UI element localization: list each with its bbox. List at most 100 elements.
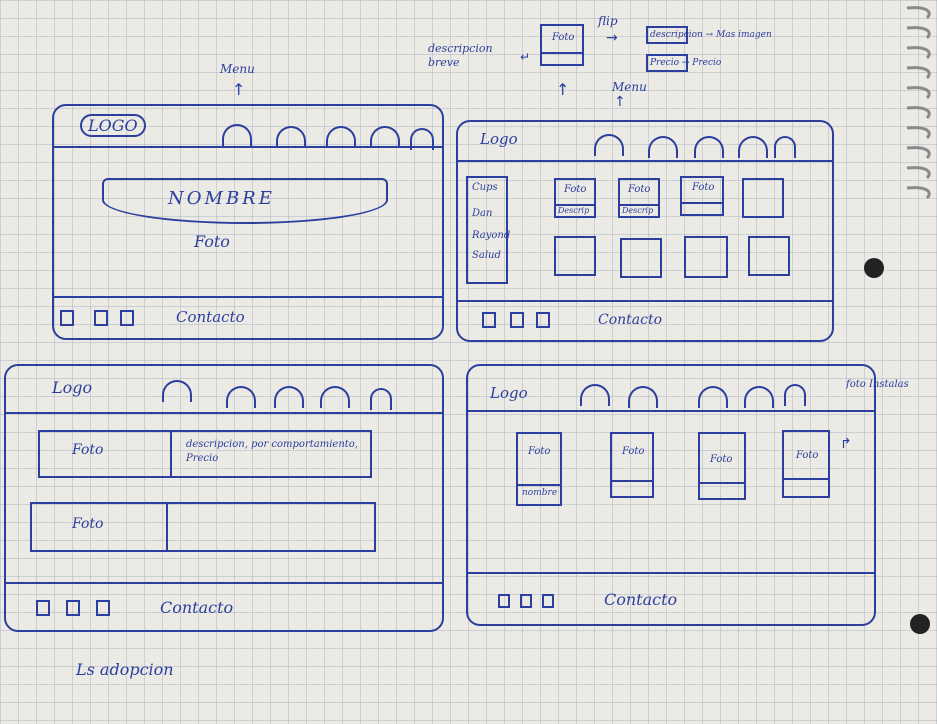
social-icon [120,310,134,326]
up-arrow-icon: ↑ [556,80,570,99]
card-foto: Foto [796,450,819,461]
panel-3-contacto: Contacto [160,598,234,617]
row-foto: Foto [72,516,104,532]
up-arrow-icon: ↑ [232,80,246,99]
product-card: Foto Descrip [554,178,596,218]
nombre-banner [102,178,388,224]
nav-arch-icon [326,126,356,148]
gallery-card: Foto [698,432,746,500]
sidebar-item: Dan [472,208,493,219]
nav-arch-icon [162,380,192,402]
product-card: Foto Descrip [618,178,660,218]
sidebar-item: Rayond [472,230,511,241]
panel-2-catalog: Logo Cups Dan Rayond Salud Foto Descrip … [456,120,834,342]
panel-4-logo: Logo [490,384,528,402]
social-icon [60,310,74,326]
bottom-note: Ls adopcion [76,660,174,679]
sidebar-item: Cups [472,182,498,193]
menu-annotation: Menu [220,62,255,76]
panel-2-logo: Logo [480,130,518,148]
social-icon [36,600,50,616]
category-sidebar: Cups Dan Rayond Salud [466,176,511,284]
card-foto: Foto [622,446,645,457]
card-foto: Foto [628,184,651,195]
right-arrow-icon: → [606,30,618,46]
list-row: Foto descripcion, por comportamiento, Pr… [38,430,372,478]
menu2-annotation: Menu [612,80,647,94]
nav-arch-icon [738,136,768,158]
gallery-card: Foto [610,432,654,498]
nav-arch-icon [774,136,796,158]
card-foto: Foto [710,454,733,465]
product-card [742,178,784,218]
corner-arrow-icon: ↱ [840,436,852,452]
nav-arch-icon [784,384,806,406]
nav-arch-icon [276,126,306,148]
panel-1-home: LOGO NOMBRE Foto Contacto [52,104,444,340]
social-icon [498,594,510,608]
social-icon [536,312,550,328]
nav-arch-icon [226,386,256,408]
spiral-rings [906,6,931,200]
gallery-card: Foto nombre [516,432,562,506]
sidebar-item: Salud [472,250,501,261]
flip-card-foto: Foto [552,32,575,43]
descripcion-annotation: descripcion breve [428,42,493,69]
nav-arch-icon [744,386,774,408]
social-icon [542,594,554,608]
product-card [620,238,662,278]
card-desc: Descrip [622,206,654,215]
flip-card-sketch: Foto [540,24,584,66]
nav-arch-icon [320,386,350,408]
social-icon [482,312,496,328]
flip-annotation: flip [598,14,618,28]
social-icon [510,312,524,328]
panel-2-contacto: Contacto [598,312,663,328]
panel-4-gallery: Logo Foto nombre Foto Foto Foto Contacto [466,364,876,626]
nav-arch-icon [274,386,304,408]
product-card [684,236,728,278]
card-foto: Foto [528,446,551,457]
panel-3-logo: Logo [52,378,93,397]
list-row: Foto [30,502,376,552]
nav-arch-icon [694,136,724,158]
nav-arch-icon [580,384,610,406]
product-card [554,236,596,276]
binder-hole [910,614,930,634]
nav-arch-icon [410,128,434,150]
product-card: Foto [680,176,724,216]
panel-1-foto: Foto [194,232,230,251]
panel-1-nombre: NOMBRE [168,188,275,209]
nav-arch-icon [370,126,400,148]
social-icon [96,600,110,616]
row-desc: descripcion, por comportamiento, Precio [186,439,358,464]
nav-arch-icon [370,388,392,410]
card-foto: Foto [692,182,715,193]
panel-3-list: Logo Foto descripcion, por comportamient… [4,364,444,632]
notebook-spiral [897,0,937,720]
nav-arch-icon [628,386,658,408]
card-foto: Foto [564,184,587,195]
panel-4-side-note: foto Instalas [846,379,909,390]
gallery-card: Foto [782,430,830,498]
panel-1-contacto: Contacto [176,308,245,326]
row-foto: Foto [72,442,104,458]
nav-arch-icon [594,134,624,156]
nav-arch-icon [222,124,252,146]
social-icon [66,600,80,616]
panel-1-logo: LOGO [80,114,146,137]
left-arrow-icon: ↵ [520,50,531,64]
nav-arch-icon [648,136,678,158]
panel-4-contacto: Contacto [604,590,678,609]
social-icon [520,594,532,608]
product-card [748,236,790,276]
card-desc: Descrip [558,206,590,215]
nav-arch-icon [698,386,728,408]
price-box-sketch [646,54,688,72]
up-arrow-icon: ↑ [614,94,626,110]
precio-annotation: Precio → Precio [650,58,722,68]
card-nombre: nombre [522,488,558,498]
binder-hole [864,258,884,278]
desc-box-sketch [646,26,688,44]
descripcion-mas-imagen: descripcion → Mas imagen [650,30,772,40]
